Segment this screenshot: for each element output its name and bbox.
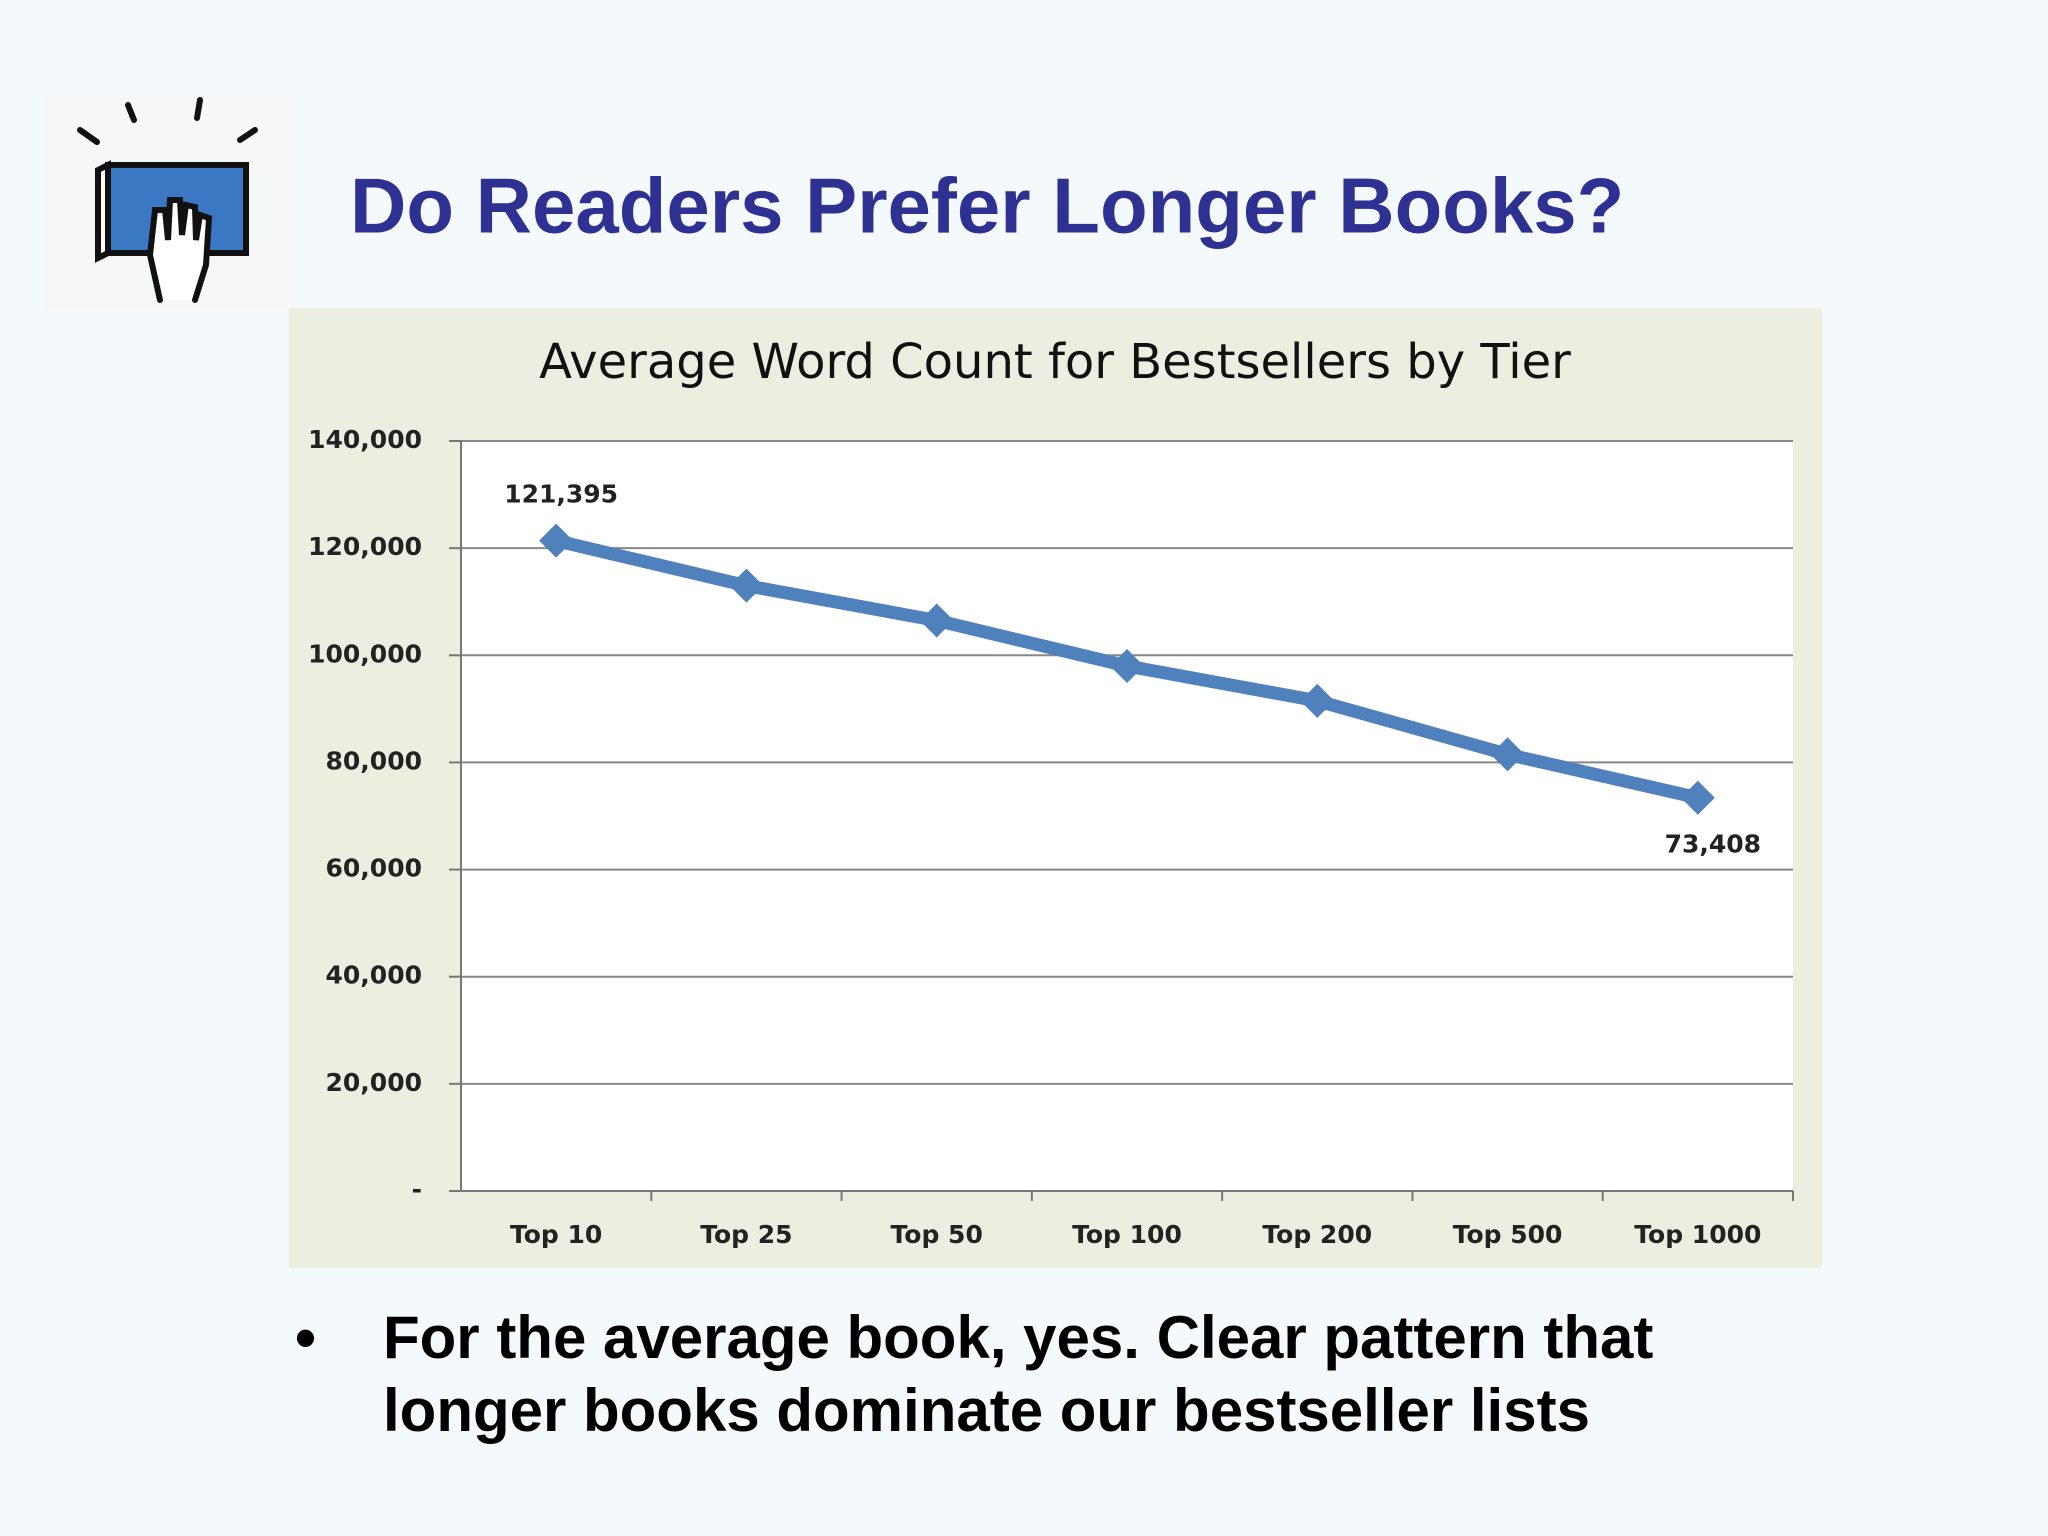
data-point — [729, 568, 764, 603]
plot-area — [461, 441, 1793, 1191]
chart: - 20,000 40,000 60,000 80,000 100,000 120,000 1… — [308, 425, 1794, 1249]
x-tick-label: Top 10 — [510, 1220, 602, 1249]
bullet-list: • For the average book, yes. Clear patte… — [295, 1304, 1653, 1444]
y-tick-label: - — [412, 1175, 422, 1204]
book-icon — [45, 95, 295, 310]
data-label: 121,395 — [504, 480, 618, 509]
data-label: 73,408 — [1665, 830, 1761, 859]
data-point — [539, 523, 574, 558]
y-tick-label: 120,000 — [308, 532, 422, 561]
bullet-text: For the average book, yes. Clear pattern… — [383, 1304, 1653, 1371]
chart-title: Average Word Count for Bestsellers by Ti… — [539, 334, 1571, 390]
y-tick-label: 140,000 — [308, 425, 422, 454]
data-point — [1110, 649, 1144, 683]
x-tick-label: Top 25 — [700, 1220, 792, 1249]
data-point — [1300, 683, 1335, 718]
y-tick-label: 20,000 — [326, 1068, 422, 1097]
y-tick-label: 40,000 — [326, 961, 422, 990]
x-tick-label: Top 100 — [1072, 1220, 1182, 1249]
data-point — [1490, 737, 1525, 772]
x-tick-label: Top 200 — [1262, 1220, 1372, 1249]
x-tick-label: Top 500 — [1453, 1220, 1563, 1249]
y-tick-label: 80,000 — [326, 746, 422, 775]
bullet-marker: • — [295, 1304, 316, 1371]
y-tick-label: 60,000 — [326, 854, 422, 883]
slide-title: Do Readers Prefer Longer Books? — [350, 162, 1624, 250]
x-tick-label: Top 1000 — [1634, 1220, 1761, 1249]
x-tick-label: Top 50 — [891, 1220, 983, 1249]
y-tick-label: 100,000 — [308, 639, 422, 668]
data-point — [1680, 780, 1715, 815]
data-point — [919, 603, 954, 638]
bullet-text: longer books dominate our bestseller lis… — [383, 1377, 1590, 1444]
